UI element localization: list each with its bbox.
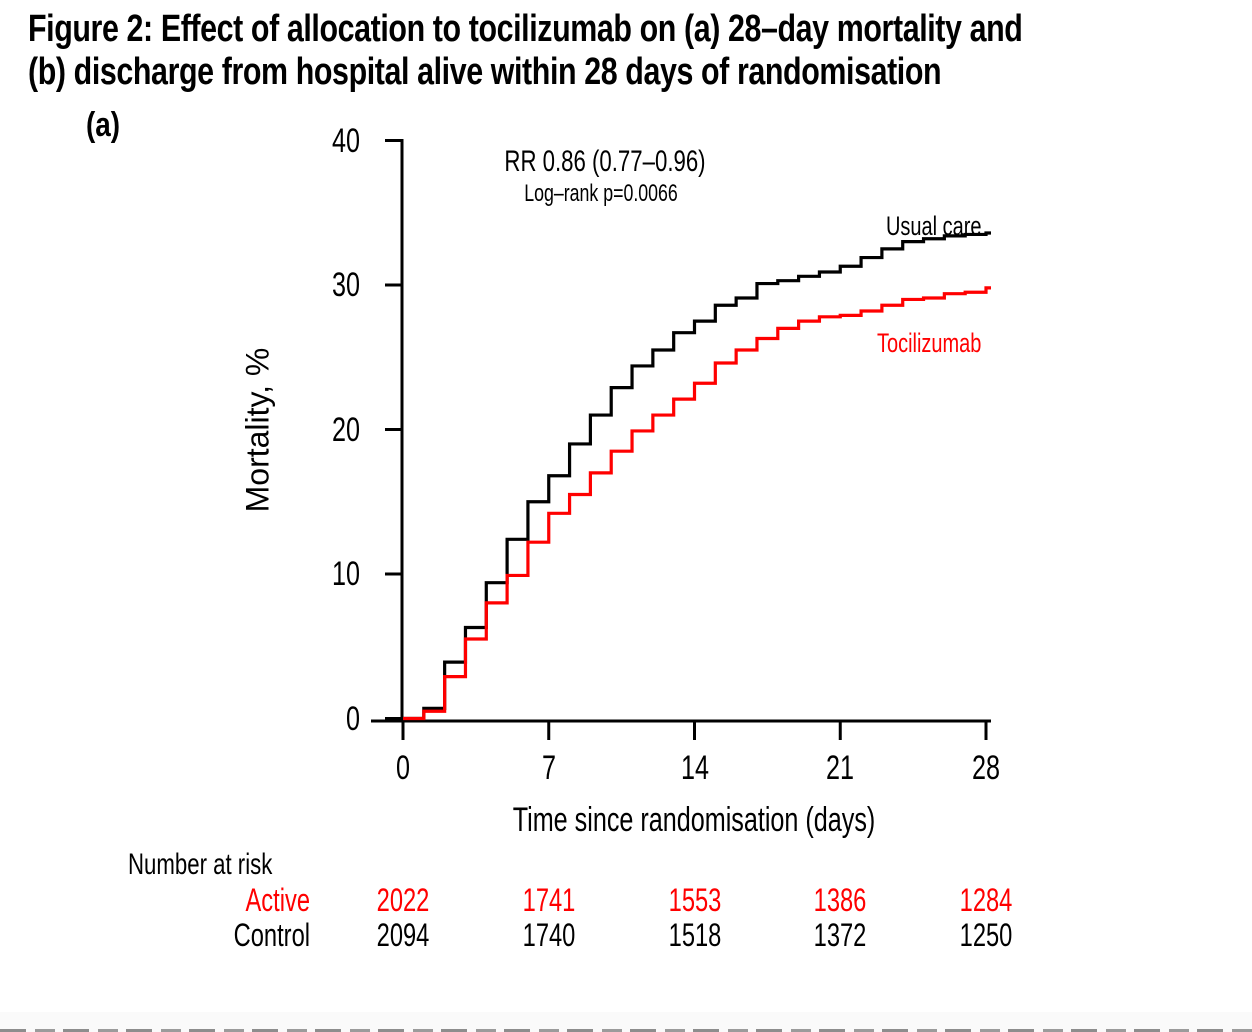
- x-axis-title: Time since randomisation (days): [512, 801, 876, 839]
- figure-title: Figure 2: Effect of allocation to tocili…: [28, 8, 1023, 94]
- risk-count: 2022: [376, 882, 430, 918]
- y-tick-label: 30: [332, 266, 360, 304]
- y-tick-label: 20: [332, 410, 360, 449]
- figure-title-line1: Figure 2: Effect of allocation to tocili…: [28, 8, 1023, 50]
- risk-count: 1250: [959, 917, 1013, 953]
- legend-tocilizumab: Tocilizumab: [877, 328, 982, 358]
- curve-tocilizumab: [403, 286, 991, 721]
- y-tick-label: 0: [345, 699, 360, 738]
- curve-usual-care: [403, 231, 991, 721]
- next-content-peek: [0, 1029, 1252, 1032]
- risk-count: 2094: [376, 917, 430, 953]
- x-tick-label: 28: [971, 749, 1000, 787]
- risk-count: 1740: [522, 917, 576, 953]
- risk-count: 1284: [959, 882, 1013, 918]
- risk-count: 1741: [522, 882, 576, 918]
- risk-count: 1518: [668, 917, 721, 953]
- legend-usual-care: Usual care: [886, 211, 982, 241]
- y-tick-label: 40: [332, 121, 360, 160]
- page-bottom-band: [0, 1012, 1252, 1032]
- x-tick-label: 0: [395, 749, 410, 787]
- x-tick-label: 14: [680, 749, 709, 787]
- risk-row-label-control: Control: [233, 917, 310, 953]
- risk-count: 1372: [813, 917, 867, 953]
- logrank-annotation: Log–rank p=0.0066: [524, 180, 678, 207]
- risk-table-header: Number at risk: [128, 848, 273, 881]
- figure-title-line2: (b) discharge from hospital alive within…: [28, 51, 942, 93]
- rate-ratio-annotation: RR 0.86 (0.77–0.96): [504, 145, 706, 178]
- x-tick-label: 7: [541, 749, 556, 787]
- risk-count: 1386: [813, 882, 867, 918]
- y-tick-label: 10: [332, 555, 360, 593]
- x-tick-label: 21: [826, 749, 855, 787]
- risk-row-label-active: Active: [245, 882, 310, 918]
- risk-count: 1553: [668, 882, 721, 918]
- panel-a-label: (a): [86, 106, 121, 144]
